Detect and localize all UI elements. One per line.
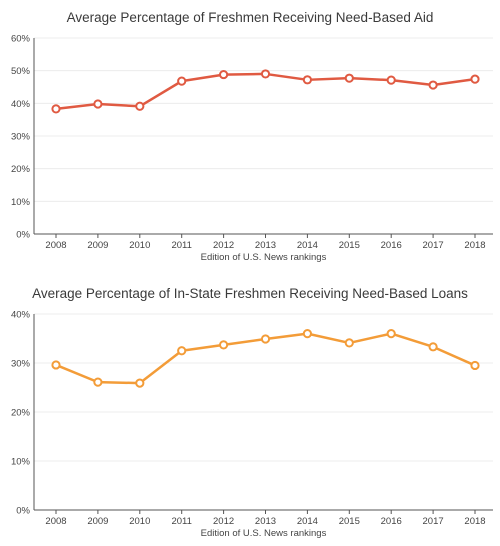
x-tick-label: 2011 [171,516,191,527]
chart-title: Average Percentage of In-State Freshmen … [32,286,468,301]
x-tick-label: 2014 [297,516,318,527]
data-point [135,101,145,111]
x-tick-label: 2014 [297,240,318,251]
y-tick-label: 40% [11,310,31,321]
loans-chart: Average Percentage of In-State Freshmen … [0,274,500,546]
x-tick-label: 2016 [381,516,402,527]
data-point [344,338,354,348]
x-tick-label: 2017 [423,240,444,251]
aid-chart: Average Percentage of Freshmen Receiving… [0,0,500,272]
x-tick-label: 2009 [87,516,108,527]
data-point [428,342,438,352]
data-point [386,329,396,339]
loans-chart-plot: 0% 10% 20% 30% 40% 2008 2009 2010 2011 2012 2013 20… [11,310,493,539]
y-tick-label: 50% [11,66,31,77]
data-point [177,346,187,356]
x-tick-label: 2013 [255,240,276,251]
x-tick-label: 2008 [45,516,66,527]
data-point [470,360,480,371]
x-axis-label: Edition of U.S. News rankings [201,252,327,263]
y-tick-label: 20% [11,408,31,419]
x-tick-label: 2011 [171,240,191,251]
data-point [51,360,61,370]
x-tick-label: 2010 [129,240,150,251]
data-point [260,69,271,79]
y-tick-label: 20% [11,164,31,175]
data-point [135,378,145,388]
data-point [344,73,354,83]
data-point [302,329,312,339]
data-point [260,334,271,344]
x-tick-label: 2018 [464,516,485,527]
data-point [302,75,312,85]
x-axis-label: Edition of U.S. News rankings [201,528,327,539]
data-point [51,104,61,114]
aid-chart-plot: 0% 10% 20% 30% 40% 50% 60% 2008 2009 2010 2011 2012… [11,34,493,263]
data-point [428,80,438,90]
data-point [93,99,103,109]
x-tick-label: 2012 [213,516,234,527]
y-tick-label: 10% [11,457,31,468]
x-tick-label: 2015 [339,516,360,527]
x-tick-label: 2015 [339,240,360,251]
y-tick-label: 40% [11,99,31,110]
data-point [219,69,229,80]
y-tick-label: 60% [11,34,31,45]
y-tick-label: 0% [16,506,30,517]
x-tick-label: 2018 [464,240,485,251]
x-tick-label: 2016 [381,240,402,251]
data-point [470,74,480,84]
y-tick-label: 10% [11,197,31,208]
x-tick-label: 2017 [423,516,444,527]
y-tick-label: 30% [11,359,31,370]
data-point [177,76,187,86]
x-tick-label: 2010 [129,516,150,527]
data-point [219,340,229,350]
data-point [386,75,396,85]
y-tick-label: 0% [16,230,30,241]
data-point [93,377,103,387]
x-tick-label: 2008 [45,240,66,251]
x-tick-label: 2013 [255,516,276,527]
x-tick-label: 2009 [87,240,108,251]
y-tick-label: 30% [11,132,31,143]
chart-title: Average Percentage of Freshmen Receiving… [66,10,434,25]
x-tick-label: 2012 [213,240,234,251]
